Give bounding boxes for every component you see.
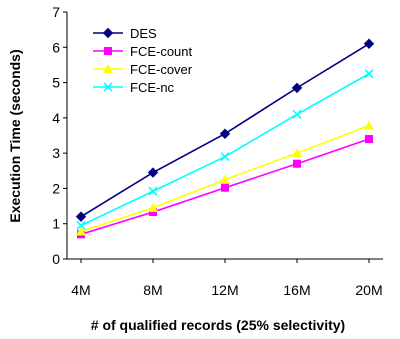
y-tick-label: 1 bbox=[52, 216, 60, 232]
x-tick-label: 20M bbox=[355, 282, 382, 298]
series-fce-cover bbox=[76, 120, 374, 236]
x-tick-label: 12M bbox=[211, 282, 238, 298]
x-tick-label: 16M bbox=[283, 282, 310, 298]
legend-item-fce-count: FCE-count bbox=[93, 44, 193, 59]
data-point-fce-count bbox=[293, 159, 301, 168]
data-point-fce-cover bbox=[76, 226, 86, 236]
data-point-fce-count bbox=[149, 208, 157, 217]
data-point-fce-nc bbox=[148, 186, 158, 196]
series-layer bbox=[75, 38, 375, 239]
data-point-fce-nc bbox=[364, 69, 374, 79]
legend-item-fce-nc: FCE-nc bbox=[93, 80, 175, 95]
data-point-fce-nc bbox=[292, 109, 302, 119]
x-ticks: 4M 8M 12M 16M 20M bbox=[71, 259, 383, 298]
y-tick-label: 0 bbox=[52, 251, 60, 267]
series-fce-nc bbox=[76, 69, 374, 231]
y-tick-label: 6 bbox=[52, 39, 60, 55]
x-tick-label: 8M bbox=[143, 282, 162, 298]
data-point-fce-cover bbox=[292, 148, 302, 158]
legend-label: FCE-count bbox=[130, 44, 193, 59]
data-point-fce-cover bbox=[148, 202, 158, 212]
data-point-fce-count bbox=[221, 183, 229, 192]
legend-label: FCE-nc bbox=[130, 80, 175, 95]
legend-marker bbox=[104, 47, 112, 55]
data-point-fce-count bbox=[365, 135, 373, 144]
data-point-des bbox=[147, 167, 159, 178]
y-tick-label: 4 bbox=[52, 110, 60, 126]
data-point-des bbox=[291, 82, 303, 94]
data-point-des bbox=[363, 38, 375, 49]
data-point-des bbox=[75, 211, 87, 222]
legend-label: FCE-cover bbox=[130, 62, 193, 77]
data-point-fce-nc bbox=[220, 152, 230, 162]
series-line-fce-nc bbox=[80, 73, 370, 227]
data-point-fce-cover bbox=[220, 174, 230, 184]
legend-label: DES bbox=[130, 26, 157, 41]
legend-marker bbox=[103, 82, 113, 92]
data-point-fce-cover bbox=[364, 120, 374, 130]
x-tick-label: 4M bbox=[71, 282, 90, 298]
series-fce-count bbox=[77, 135, 373, 239]
legend-marker bbox=[102, 27, 114, 39]
data-point-fce-nc bbox=[76, 220, 86, 231]
data-point-des bbox=[219, 128, 231, 139]
x-axis-title: # of qualified records (25% selectivity) bbox=[91, 317, 345, 333]
legend: DES FCE-count FCE-cover FCE-nc bbox=[93, 26, 193, 95]
y-tick-label: 2 bbox=[52, 180, 60, 196]
legend-marker bbox=[103, 64, 113, 73]
series-des bbox=[75, 38, 375, 222]
y-axis-title: Execution Time (seconds) bbox=[7, 49, 23, 222]
y-tick-label: 7 bbox=[52, 4, 60, 20]
legend-item-des: DES bbox=[93, 26, 157, 41]
legend-item-fce-cover: FCE-cover bbox=[93, 62, 193, 77]
y-tick-label: 3 bbox=[52, 145, 60, 161]
y-ticks: 0 1 2 3 4 5 6 7 bbox=[52, 4, 67, 267]
y-tick-label: 5 bbox=[52, 75, 60, 91]
